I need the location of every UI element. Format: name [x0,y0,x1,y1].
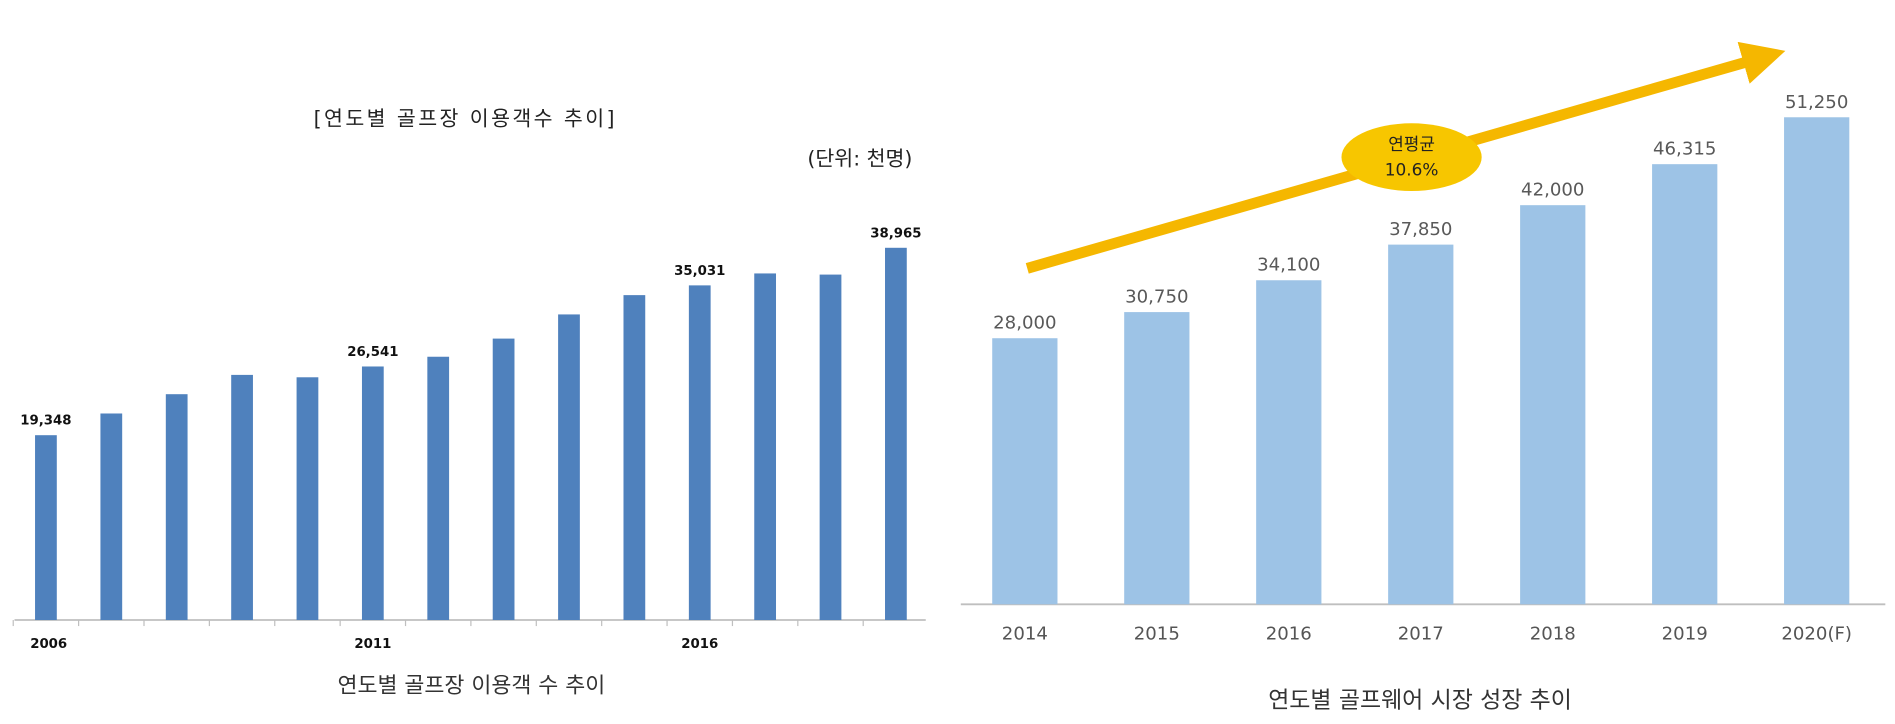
bar [1124,312,1190,605]
bar [558,314,580,621]
chart-title: [연도별 골프장 이용객수 추이] [314,107,617,131]
value-label: 38,965 [870,226,921,241]
bar [688,285,711,621]
value-label: 35,031 [674,264,725,279]
value-label: 19,348 [20,414,71,429]
bar [492,338,515,621]
bar [296,377,319,621]
value-label: 30,750 [1125,287,1188,308]
bar [992,338,1058,605]
x-tick-label: 2006 [30,637,67,652]
bar [885,247,907,621]
bar [623,295,646,621]
bar [100,413,123,621]
value-label: 42,000 [1521,180,1584,201]
value-label: 34,100 [1257,255,1320,276]
bar [1256,280,1322,605]
x-tick-label: 2019 [1662,624,1708,645]
x-tick-label: 2016 [1266,624,1312,645]
bar [35,435,57,621]
value-label: 26,541 [347,345,398,360]
bar [427,356,450,621]
bar [1652,164,1718,605]
bar [361,366,384,621]
x-tick-label: 2014 [1002,624,1048,645]
x-tick-label: 2011 [354,637,391,652]
unit-label: (단위: 천명) [807,147,912,171]
bar [231,374,253,621]
annotation: 연평균 [1388,134,1435,154]
value-label: 46,315 [1653,139,1716,160]
x-tick-label: 2018 [1530,624,1576,645]
value-label: 37,850 [1389,219,1452,240]
bar [1784,117,1850,605]
bar [1520,205,1586,605]
bar [754,273,777,621]
caption: 연도별 골프장 이용객 수 추이 [337,673,605,698]
annotation-bubble [1341,123,1482,191]
value-label: 51,250 [1785,92,1848,113]
caption: 연도별 골프웨어 시장 성장 추이 [1268,687,1572,713]
bar [819,274,842,621]
x-tick-label: 2016 [681,637,718,652]
value-label: 28,000 [993,313,1056,334]
bar [165,394,188,621]
x-tick-label: 2017 [1398,624,1444,645]
bar [1388,244,1454,605]
x-tick-label: 2020(F) [1781,624,1852,645]
annotation: 10.6% [1385,159,1439,179]
x-tick-label: 2015 [1134,624,1180,645]
